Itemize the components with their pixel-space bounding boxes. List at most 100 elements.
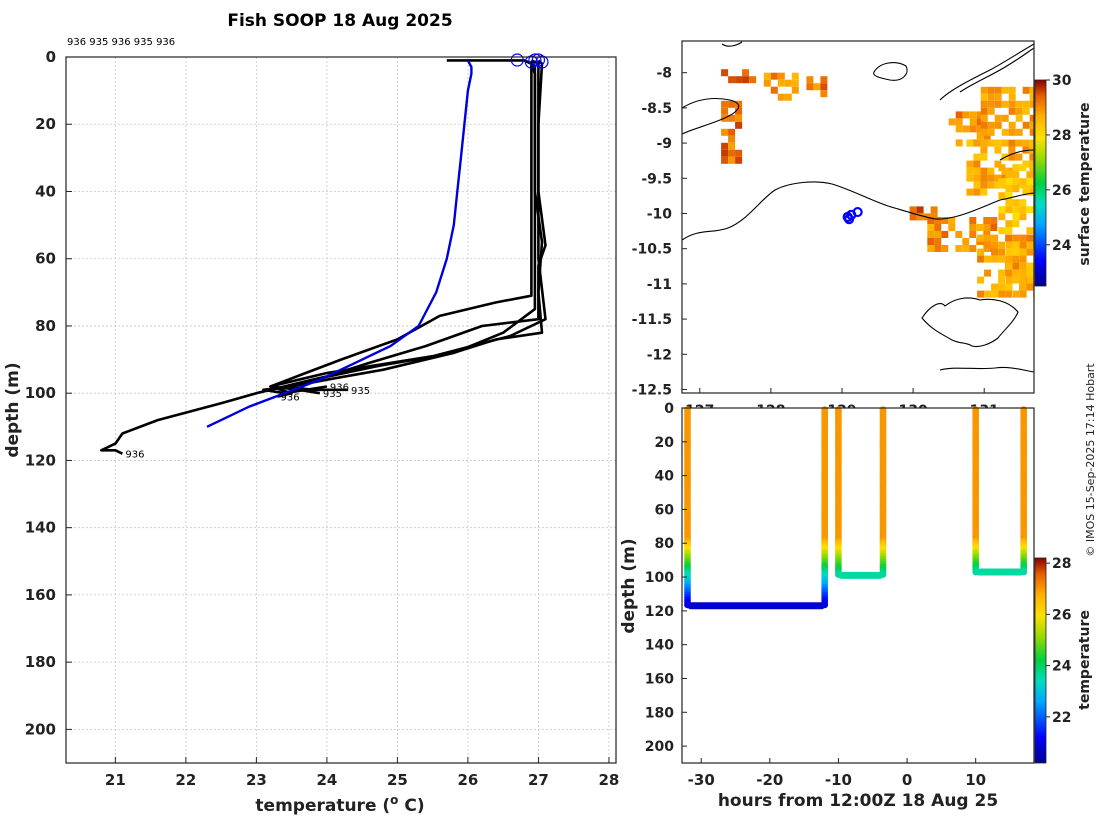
sst-cell <box>991 248 999 256</box>
sst-cell <box>1029 153 1034 161</box>
sst-cell <box>749 76 757 84</box>
sst-cell <box>973 174 981 182</box>
y-tick-label-140: 140 <box>25 519 56 537</box>
map-cast-marker-2 <box>852 206 863 218</box>
map-content <box>682 41 1034 373</box>
sst-cell <box>1005 220 1013 228</box>
sst-cell <box>983 217 991 224</box>
sst-colorbar <box>1034 79 1047 287</box>
sst-cell <box>976 224 984 231</box>
sst-cell <box>973 167 981 175</box>
sst-cell <box>1005 276 1013 284</box>
profile-plot-frame <box>65 56 617 764</box>
td-y-tick-label-100: 100 <box>645 570 674 586</box>
sst-cell <box>1005 227 1013 235</box>
sst-cell <box>728 156 736 164</box>
sst-cell <box>955 118 963 126</box>
td-y-tick-label-160: 160 <box>645 671 674 687</box>
sst-cell <box>998 227 1006 235</box>
sst-cell <box>784 79 792 87</box>
sst-cell <box>987 100 995 108</box>
sst-cell <box>990 224 998 231</box>
sst-cell <box>1008 100 1016 108</box>
sst-cell <box>980 146 988 154</box>
sst-cell <box>969 125 977 133</box>
sst-cell <box>763 72 771 80</box>
sst-cell <box>984 241 992 249</box>
y-tick-label-160: 160 <box>25 586 56 604</box>
sst-cell <box>721 142 729 150</box>
sst-cell <box>980 181 988 189</box>
sst-cell <box>948 224 956 231</box>
x-tick-label-21: 21 <box>105 771 126 789</box>
sst-cell <box>980 114 988 122</box>
time-depth-plot: -30 -20 -10 0 10 0 20 40 60 80 100 120 140 160 180 200… <box>619 401 1093 811</box>
map-cast-marker-3 <box>842 211 853 223</box>
td-x-tick-label-10: 10 <box>965 771 986 789</box>
sst-cell <box>791 72 799 80</box>
sst-cell <box>1015 128 1023 136</box>
sst-cell <box>983 132 991 140</box>
sst-cb-label-24: 24 <box>1052 238 1072 254</box>
sst-cell <box>998 255 1006 263</box>
profile-y-axis-label: depth (m) <box>3 362 23 457</box>
sst-cell <box>927 224 935 231</box>
sst-cell <box>1008 107 1016 115</box>
sst-cell <box>1012 234 1020 242</box>
profile-x-label-main: temperature ( <box>255 796 390 816</box>
y-tick-label-20: 20 <box>35 115 56 133</box>
map-y-tick-label--12.5: -12.5 <box>632 382 672 398</box>
sst-cell <box>728 142 736 150</box>
sst-cell <box>980 188 988 196</box>
sst-cell <box>994 174 1002 182</box>
sst-cell <box>980 139 988 147</box>
map-y-tick-label--11.5: -11.5 <box>632 312 672 328</box>
credit-text: © IMOS 15-Sep-2025 17:14 Hobart <box>1084 363 1097 557</box>
sst-cell <box>973 181 981 189</box>
sst-cell <box>1005 241 1013 249</box>
sst-cell <box>987 167 995 175</box>
sst-cell <box>728 128 736 136</box>
sst-cell <box>948 217 956 224</box>
sst-cell <box>966 188 974 196</box>
sst-cell <box>1019 262 1027 270</box>
sst-cell <box>977 290 985 298</box>
sst-cell <box>998 164 1006 172</box>
cast-1-bottom-track <box>838 571 884 579</box>
sst-cell <box>1029 160 1034 168</box>
sst-cell <box>1019 234 1027 242</box>
sst-cell <box>977 234 985 242</box>
sst-cell <box>980 167 988 175</box>
profile-plot-background <box>66 57 616 763</box>
profile-y-ticks: 0 20 40 60 80 100 120 140 160 180 200 <box>25 48 72 738</box>
sst-cell <box>1005 171 1013 179</box>
sst-cell <box>930 206 938 214</box>
sst-cell <box>1012 269 1020 277</box>
sst-cell <box>1008 139 1016 147</box>
sst-cell <box>1015 107 1023 115</box>
x-tick-label-27: 27 <box>528 771 549 789</box>
cast-2-bottom-track <box>975 568 1024 576</box>
sst-cell <box>984 290 992 298</box>
sst-cell <box>966 160 974 168</box>
sst-cell <box>991 234 999 242</box>
map-frame <box>681 40 1035 394</box>
sst-cell <box>721 100 729 108</box>
sst-cell <box>1001 114 1009 122</box>
temperature-colorbar-label: temperature <box>1077 610 1093 710</box>
sst-cell <box>1015 100 1023 108</box>
sst-cell <box>984 255 992 263</box>
sst-cell <box>934 231 942 238</box>
sst-cell <box>1012 178 1020 186</box>
sst-cell <box>916 213 924 221</box>
td-y-tick-label-140: 140 <box>645 638 674 654</box>
sst-cell <box>948 118 956 126</box>
x-tick-label-24: 24 <box>316 771 337 789</box>
sst-cell <box>934 217 942 224</box>
sst-cell <box>987 139 995 147</box>
coast-islands <box>999 149 1034 161</box>
sst-cell <box>777 72 785 80</box>
sst-cell <box>980 174 988 182</box>
sst-cell <box>1001 128 1009 136</box>
